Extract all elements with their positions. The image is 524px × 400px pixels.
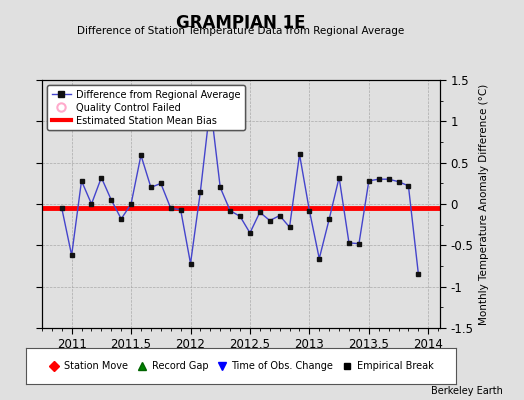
Text: Difference of Station Temperature Data from Regional Average: Difference of Station Temperature Data f… — [78, 26, 405, 36]
Text: Berkeley Earth: Berkeley Earth — [431, 386, 503, 396]
Text: GRAMPIAN 1E: GRAMPIAN 1E — [176, 14, 306, 32]
Legend: Station Move, Record Gap, Time of Obs. Change, Empirical Break: Station Move, Record Gap, Time of Obs. C… — [46, 358, 436, 374]
Legend: Difference from Regional Average, Quality Control Failed, Estimated Station Mean: Difference from Regional Average, Qualit… — [47, 85, 245, 130]
Y-axis label: Monthly Temperature Anomaly Difference (°C): Monthly Temperature Anomaly Difference (… — [479, 83, 489, 325]
